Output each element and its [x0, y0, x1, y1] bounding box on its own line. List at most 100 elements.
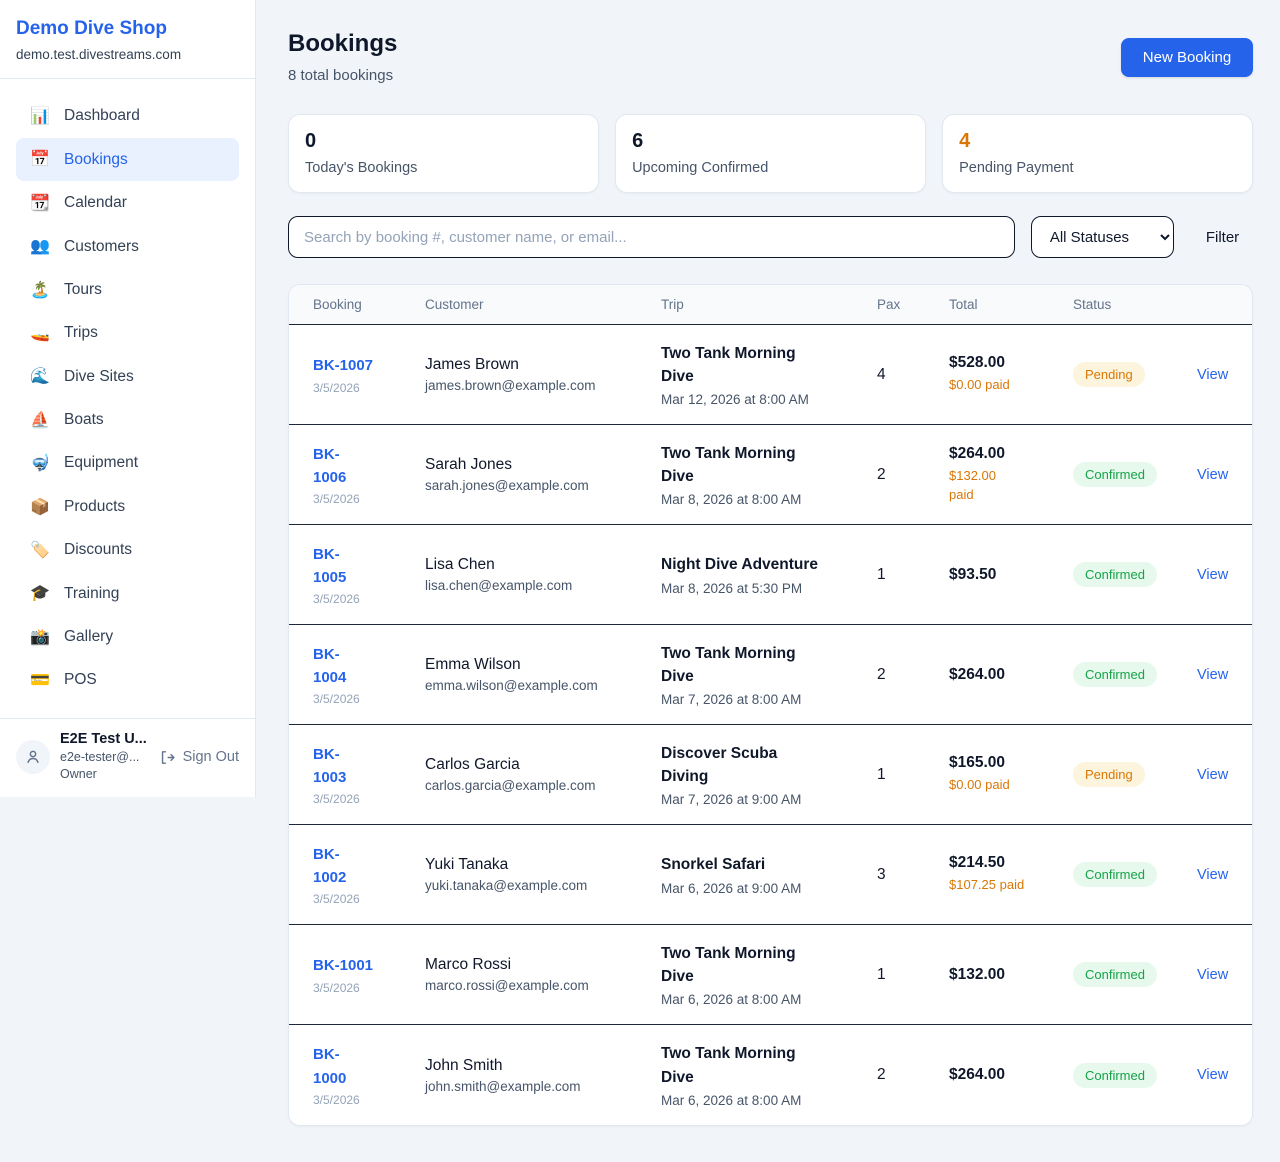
sidebar-item-bookings[interactable]: 📅 Bookings	[16, 138, 239, 181]
table-row: BK- 1004 3/5/2026 Emma Wilson emma.wilso…	[289, 625, 1253, 725]
sidebar-item-dashboard[interactable]: 📊 Dashboard	[16, 95, 239, 137]
sign-out-button[interactable]: Sign Out	[159, 749, 239, 766]
status-badge: Confirmed	[1073, 862, 1157, 887]
view-link[interactable]: View	[1197, 466, 1229, 483]
view-link[interactable]: View	[1197, 366, 1229, 383]
total-amount: $528.00	[949, 354, 1006, 372]
table-header-row: Booking Customer Trip Pax Total Status	[289, 285, 1253, 325]
view-link[interactable]: View	[1197, 1067, 1229, 1083]
logout-icon	[161, 750, 175, 764]
booking-date: 3/5/2026	[313, 792, 360, 807]
trip-datetime: Mar 7, 2026 at 9:00 AM	[661, 792, 802, 808]
customer-email: john.smith@example.com	[425, 1078, 581, 1094]
user-role: Owner	[60, 767, 97, 782]
booking-id-link[interactable]: BK- 1005	[313, 545, 347, 586]
booking-id-link[interactable]: BK- 1006	[313, 445, 347, 486]
wave-icon: 🌊	[30, 366, 50, 386]
paid-amount: $132.00 paid	[949, 467, 996, 502]
tag-icon: 🏷️	[30, 539, 50, 559]
booking-date: 3/5/2026	[313, 892, 360, 907]
filter-button[interactable]: Filter	[1205, 228, 1240, 246]
stat-card: 6 Upcoming Confirmed	[615, 114, 927, 193]
customer-name: James Brown	[425, 356, 519, 373]
customer-name: John Smith	[425, 1056, 503, 1074]
search-input[interactable]	[288, 216, 1015, 258]
pax-count: 3	[877, 865, 886, 883]
trip-name: Discover Scuba Diving	[661, 744, 778, 785]
pax-count: 4	[877, 365, 886, 383]
sidebar-item-training[interactable]: 🎓 Training	[16, 572, 239, 614]
sidebar-item-label: Boats	[64, 411, 104, 429]
sidebar-nav: 📊 Dashboard 📅 Bookings 📆 Calendar 👥 Cust…	[0, 79, 255, 718]
view-link[interactable]: View	[1197, 766, 1229, 783]
sidebar-item-customers[interactable]: 👥 Customers	[16, 225, 239, 267]
sidebar-item-label: Dive Sites	[64, 367, 134, 385]
user-info: E2E Test U... e2e-tester@... Owner	[60, 731, 149, 783]
sidebar-item-tours[interactable]: 🏝️ Tours	[16, 269, 239, 311]
sidebar-item-products[interactable]: 📦 Products	[16, 486, 239, 528]
person-icon	[27, 750, 39, 764]
customer-email: lisa.chen@example.com	[425, 578, 573, 593]
page-header: Bookings 8 total bookings New Booking	[288, 30, 1254, 84]
sidebar-item-label: Discounts	[64, 541, 133, 559]
sidebar-item-discounts[interactable]: 🏷️ Discounts	[16, 529, 239, 571]
view-link[interactable]: View	[1197, 666, 1229, 683]
booking-date: 3/5/2026	[313, 692, 360, 707]
pax-count: 1	[877, 565, 886, 583]
booking-id-link[interactable]: BK- 1003	[313, 745, 347, 786]
sidebar-item-label: Gallery	[64, 628, 114, 646]
new-booking-button[interactable]: New Booking	[1120, 38, 1254, 77]
pax-count: 2	[877, 665, 886, 683]
customer-name: Carlos Garcia	[425, 756, 520, 773]
sidebar-item-label: Training	[64, 584, 120, 602]
status-badge: Confirmed	[1073, 962, 1157, 987]
view-link[interactable]: View	[1197, 966, 1229, 983]
booking-id-link[interactable]: BK-1007	[313, 357, 374, 375]
pax-count: 1	[877, 965, 886, 983]
stat-card: 4 Pending Payment	[942, 114, 1254, 193]
booking-id-link[interactable]: BK- 1002	[313, 845, 347, 886]
total-amount: $264.00	[949, 665, 1006, 683]
page-title: Bookings	[288, 30, 398, 57]
camera-icon: 📸	[30, 626, 50, 646]
total-amount: $165.00	[949, 754, 1006, 772]
sidebar-item-gallery[interactable]: 📸 Gallery	[16, 616, 239, 658]
sidebar-item-label: Bookings	[64, 150, 128, 168]
sidebar-item-label: Dashboard	[64, 107, 140, 125]
island-icon: 🏝️	[30, 279, 50, 299]
pax-count: 2	[877, 465, 886, 483]
col-header-pax: Pax	[877, 297, 901, 312]
customer-email: marco.rossi@example.com	[425, 978, 589, 993]
total-amount: $264.00	[949, 444, 1006, 462]
booking-date: 3/5/2026	[313, 592, 360, 607]
total-bookings-count: 8 total bookings	[288, 67, 394, 84]
pax-count: 2	[877, 1066, 886, 1083]
table-body: BK-1007 3/5/2026 James Brown james.brown…	[289, 325, 1253, 1125]
paid-amount: $0.00 paid	[949, 377, 1010, 393]
booking-id-link[interactable]: BK-1001	[313, 957, 374, 975]
view-link[interactable]: View	[1197, 566, 1229, 583]
trip-name: Snorkel Safari	[661, 856, 766, 874]
people-icon: 👥	[30, 236, 50, 256]
stats-row: 0 Today's Bookings 6 Upcoming Confirmed …	[288, 114, 1254, 193]
sidebar-item-equipment[interactable]: 🤿 Equipment	[16, 442, 239, 484]
sidebar-item-dive-sites[interactable]: 🌊 Dive Sites	[16, 355, 239, 397]
view-link[interactable]: View	[1197, 866, 1229, 883]
customer-name: Yuki Tanaka	[425, 856, 509, 873]
booking-id-link[interactable]: BK- 1004	[313, 645, 347, 686]
booking-date: 3/5/2026	[313, 492, 360, 507]
sidebar-item-boats[interactable]: ⛵ Boats	[16, 399, 239, 441]
customer-name: Sarah Jones	[425, 456, 513, 473]
trip-datetime: Mar 8, 2026 at 5:30 PM	[661, 580, 803, 596]
sidebar-item-label: Products	[64, 497, 126, 515]
status-filter-select[interactable]: All Statuses	[1030, 216, 1174, 258]
sidebar-item-trips[interactable]: 🚤 Trips	[16, 312, 239, 354]
sidebar-item-calendar[interactable]: 📆 Calendar	[16, 182, 239, 224]
sidebar-item-pos[interactable]: 💳 POS	[16, 659, 239, 701]
package-icon: 📦	[30, 496, 50, 516]
stat-value: 0	[305, 130, 317, 152]
total-amount: $264.00	[949, 1066, 1006, 1083]
stat-label: Today's Bookings	[305, 160, 418, 176]
booking-id-link[interactable]: BK- 1000	[313, 1046, 347, 1087]
booking-date: 3/5/2026	[313, 380, 360, 395]
